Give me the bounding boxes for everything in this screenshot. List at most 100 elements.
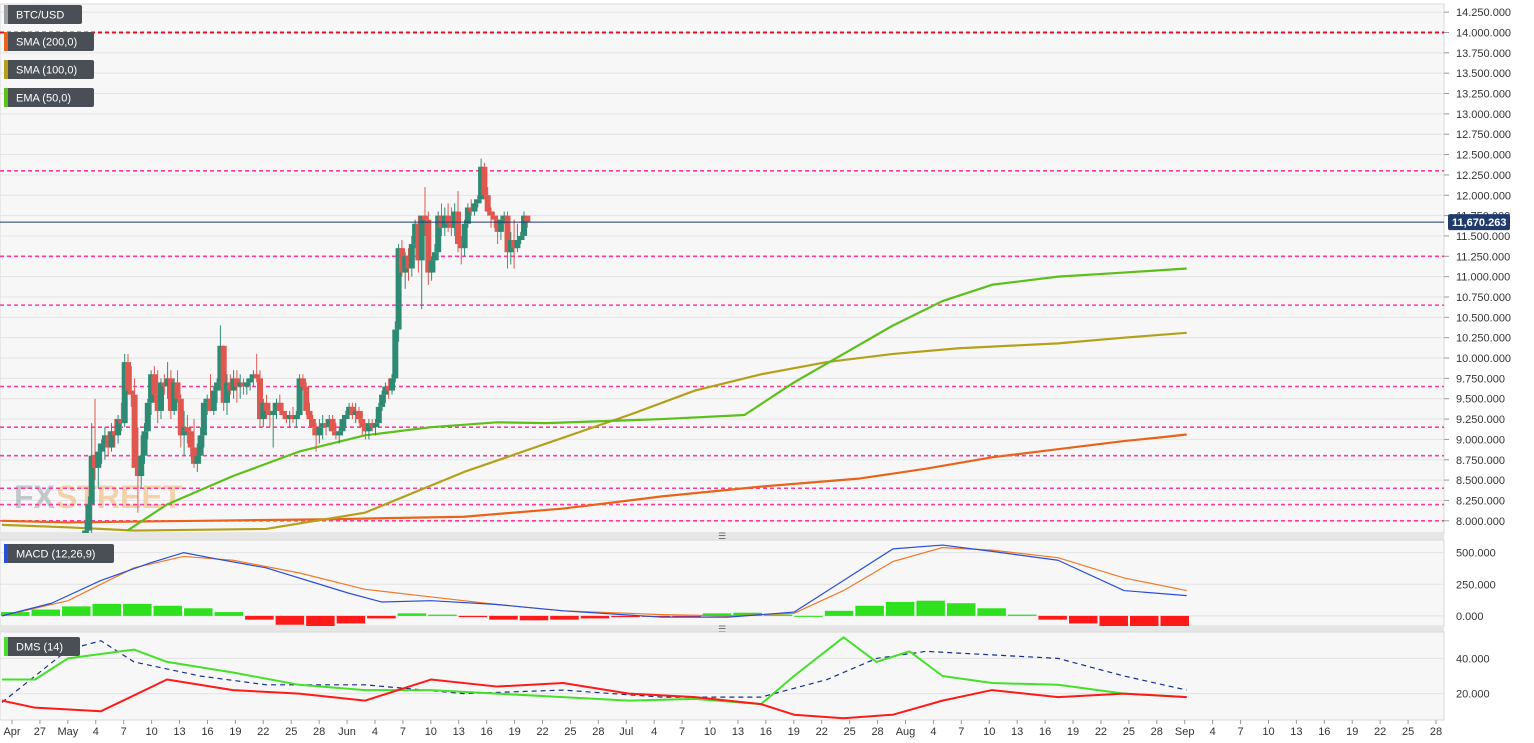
candle-body (514, 240, 521, 249)
candle (243, 378, 250, 395)
grip-icon[interactable]: ☰ (718, 531, 726, 541)
candle-body (418, 215, 425, 261)
candle-body (191, 447, 197, 464)
candle-body (488, 211, 494, 216)
macd-hist-bar (1160, 615, 1189, 628)
candle (220, 345, 227, 411)
candle-body (323, 423, 329, 428)
candle (108, 423, 115, 452)
candle (151, 366, 158, 403)
macd-hist-bar (62, 606, 91, 616)
x-tick-label: 7 (958, 726, 964, 738)
candle-body (273, 402, 280, 411)
candle (141, 423, 148, 464)
candle (517, 231, 524, 245)
price-tick-label: 13.750.000 (1456, 48, 1511, 60)
candle-body (210, 390, 217, 411)
candle (200, 398, 207, 448)
macd-hist-bar (336, 615, 366, 624)
macd-hist-bar (123, 603, 152, 616)
x-tick-label: Aug (896, 726, 916, 738)
macd-hist-bar (672, 615, 701, 617)
candle-body (243, 382, 250, 387)
x-tick-label: 13 (173, 726, 185, 738)
candle-body (468, 207, 475, 212)
candle-body (154, 394, 161, 411)
candle (233, 370, 240, 403)
macd-hist-bar (214, 612, 244, 616)
candle-body (448, 223, 455, 228)
candle-body (194, 455, 201, 464)
candle (187, 427, 194, 456)
adx-line (1, 640, 1187, 703)
candle (511, 219, 518, 269)
price-tick-label: 9.000.000 (1456, 434, 1505, 446)
candle (290, 406, 296, 424)
candle (266, 402, 273, 428)
candle (283, 410, 290, 424)
candle (395, 244, 402, 342)
dms-label-text-swatch (4, 637, 8, 656)
candle-body (131, 394, 138, 468)
pane-splitter-2[interactable] (0, 626, 1444, 632)
candle-body (237, 382, 244, 387)
candle (352, 402, 359, 424)
x-tick-label: 13 (1290, 726, 1302, 738)
indicator-label-bg (4, 32, 94, 51)
candle (224, 374, 230, 415)
candle (425, 211, 432, 285)
candle (339, 414, 346, 436)
x-tick-label: 28 (313, 726, 325, 738)
candle-body (422, 215, 428, 220)
candle-body (270, 410, 277, 415)
indicator-label-bg (4, 60, 94, 79)
candle-body (392, 329, 399, 379)
candle-body (359, 419, 366, 428)
candle-body (240, 382, 247, 387)
candle (428, 256, 435, 281)
macd-hist-bar (306, 615, 335, 626)
candle (237, 374, 244, 399)
macd-hist-bar (367, 615, 396, 619)
candle (105, 431, 112, 456)
grip-icon[interactable]: ☰ (718, 624, 726, 634)
price-tick-label: 12.750.000 (1456, 129, 1511, 141)
candle (276, 394, 283, 415)
macd-hist-bar (550, 615, 579, 620)
macd-hist-bar (458, 615, 488, 618)
macd-hist-bar (1007, 614, 1037, 616)
x-tick-label: 27 (34, 726, 46, 738)
candle (128, 366, 135, 407)
candle (296, 374, 303, 420)
candle (154, 370, 161, 424)
price-tick-label: 8.500.000 (1456, 475, 1505, 487)
candle-body (184, 427, 191, 432)
dms-label-text-bg (4, 637, 80, 656)
candle (174, 370, 181, 403)
candle (92, 398, 98, 481)
candle-body (217, 345, 224, 383)
candle-body (445, 215, 452, 224)
pane-splitter-1[interactable] (0, 533, 1444, 540)
candle (230, 370, 237, 399)
candle-body (263, 402, 270, 411)
macd-hist-bar (31, 609, 61, 616)
candle (240, 378, 247, 395)
candle-body (224, 382, 230, 403)
candle (171, 378, 178, 415)
macd-label-text-swatch (4, 544, 8, 563)
indicator-label-bg (4, 88, 94, 107)
price-tick-label: 11.500.000 (1456, 231, 1510, 243)
candle-body (128, 390, 135, 395)
candle (471, 199, 478, 216)
x-tick-label: 22 (257, 726, 269, 738)
price-tick-label: 10.000.000 (1456, 353, 1511, 365)
candle (342, 410, 349, 428)
macd-hist-bar (1068, 615, 1098, 624)
dms-label-text: DMS (14) (16, 642, 63, 654)
candle-body (253, 374, 260, 379)
x-tick-label: 19 (1346, 726, 1358, 738)
candle-body (290, 414, 296, 420)
dms-panel: 20.000 40.000 DMS (14) (0, 631, 1490, 721)
